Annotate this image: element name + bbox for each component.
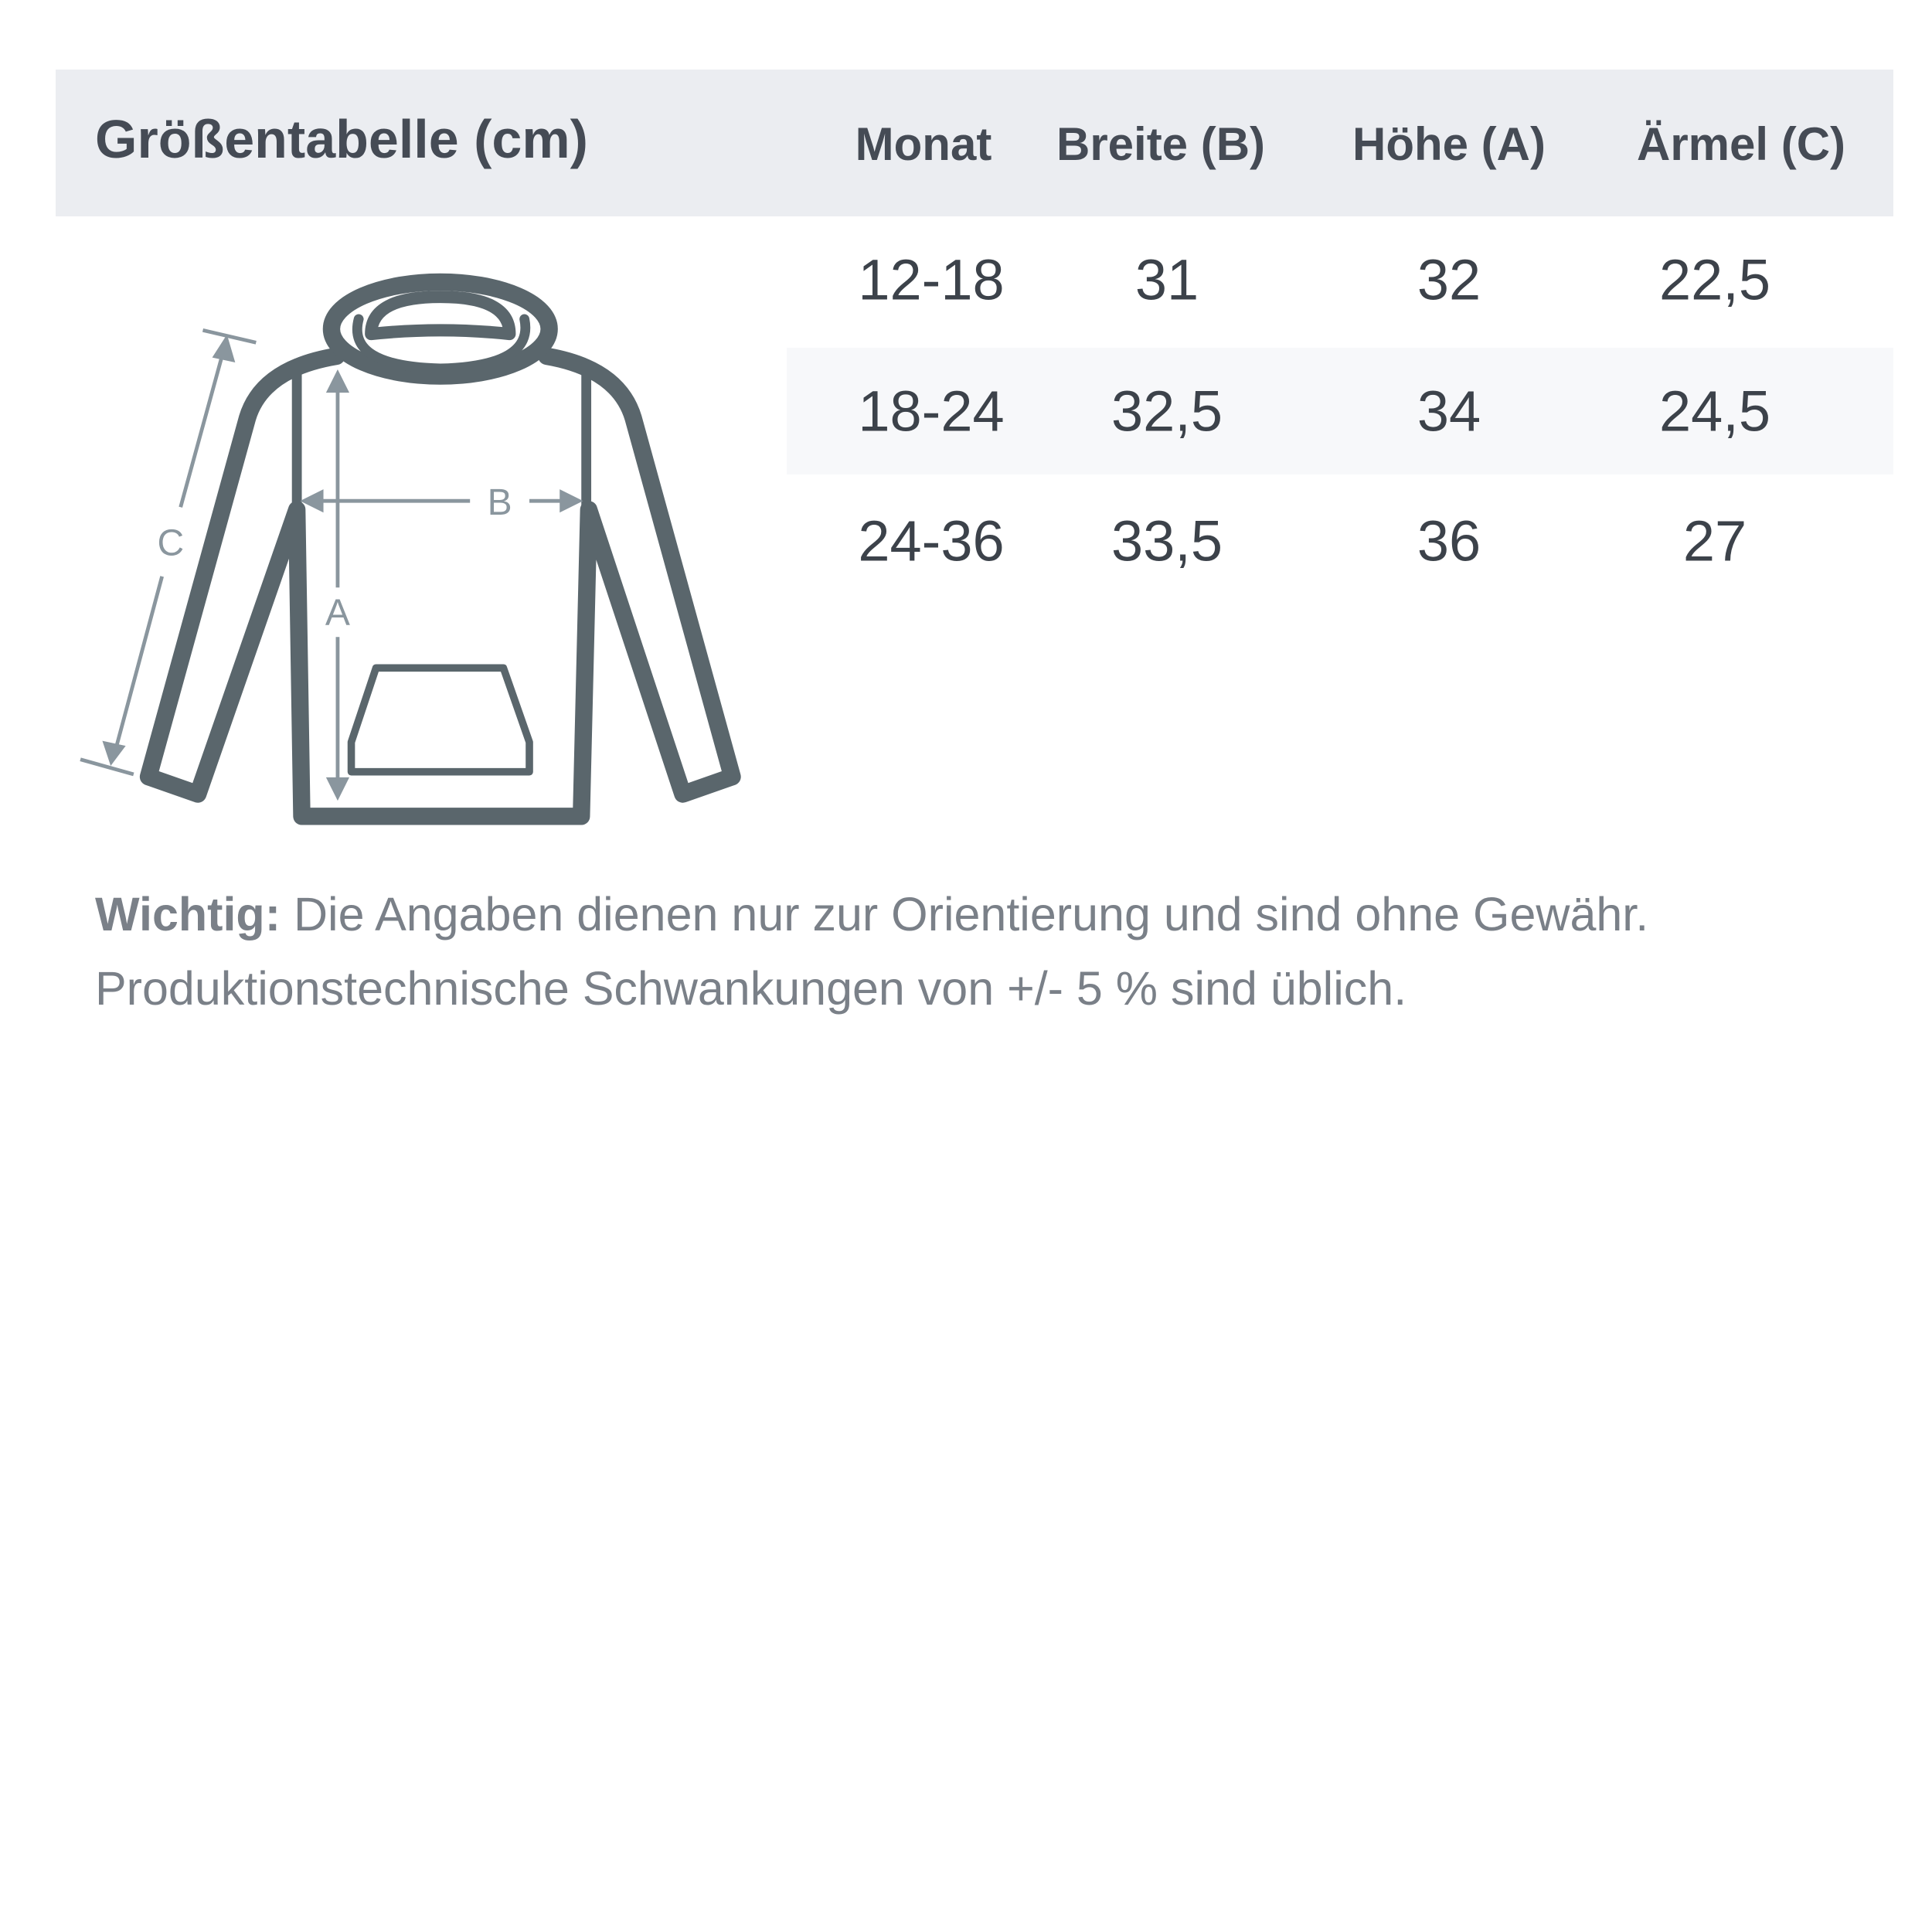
label-b: B bbox=[488, 482, 512, 523]
label-c: C bbox=[158, 523, 185, 564]
note-bold: Wichtig: bbox=[95, 888, 281, 940]
note-line-1: Wichtig: Die Angaben dienen nur zur Orie… bbox=[95, 887, 1648, 941]
cell-width: 32,5 bbox=[1111, 379, 1223, 444]
cell-height: 34 bbox=[1417, 379, 1481, 444]
cell-month: 18-24 bbox=[858, 379, 1005, 444]
page-title: Größentabelle (cm) bbox=[95, 109, 588, 169]
column-header-sleeve: Ärmel (C) bbox=[1636, 118, 1846, 170]
column-header-height: Höhe (A) bbox=[1352, 118, 1546, 170]
note-line-2: Produktionstechnische Schwankungen von +… bbox=[95, 962, 1407, 1015]
note-text-1: Die Angaben dienen nur zur Orientierung … bbox=[281, 888, 1649, 940]
cell-month: 24-36 bbox=[858, 509, 1005, 573]
label-a: A bbox=[325, 592, 350, 633]
hood-outer bbox=[322, 273, 558, 385]
cell-width: 31 bbox=[1134, 247, 1199, 312]
hood-fold bbox=[352, 314, 531, 374]
column-header-month: Monat bbox=[855, 118, 992, 170]
cell-sleeve: 22,5 bbox=[1658, 247, 1771, 312]
cell-height: 32 bbox=[1417, 247, 1481, 312]
pocket bbox=[347, 664, 533, 776]
table-header-bar bbox=[56, 70, 1893, 216]
hoodie-outline bbox=[139, 347, 741, 825]
cell-height: 36 bbox=[1417, 509, 1481, 573]
column-header-width: Breite (B) bbox=[1056, 118, 1266, 170]
cell-sleeve: 27 bbox=[1682, 509, 1747, 573]
hood-inner bbox=[365, 291, 516, 341]
row-stripe bbox=[787, 348, 1893, 474]
cell-month: 12-18 bbox=[858, 247, 1005, 312]
cell-width: 33,5 bbox=[1111, 509, 1223, 573]
cell-sleeve: 24,5 bbox=[1658, 379, 1771, 444]
